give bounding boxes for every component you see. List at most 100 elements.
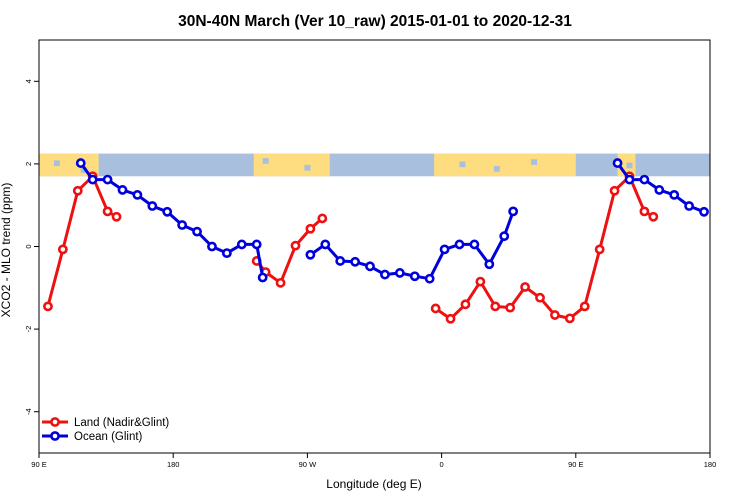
- data-point: [439, 244, 450, 255]
- chart-title: 30N-40N March (Ver 10_raw) 2015-01-01 to…: [178, 13, 572, 30]
- data-point: [75, 158, 86, 168]
- data-point: [102, 206, 113, 217]
- coast-notch: [262, 158, 269, 164]
- data-point: [550, 310, 560, 320]
- data-point: [445, 313, 456, 324]
- y-tick-label: 2: [24, 162, 33, 166]
- series-layer: [43, 158, 709, 324]
- x-tick-label: 90 E: [31, 460, 46, 469]
- data-point: [484, 259, 495, 270]
- data-point: [499, 231, 510, 242]
- data-point: [317, 213, 328, 224]
- data-point: [251, 239, 262, 250]
- data-point: [424, 273, 435, 284]
- coast-notch: [626, 162, 633, 169]
- legend-label: Ocean (Glint): [74, 431, 143, 443]
- data-point: [380, 269, 390, 280]
- data-point: [699, 206, 709, 217]
- coast-notch: [493, 166, 500, 172]
- coast-notch: [80, 167, 87, 173]
- series-line: [434, 174, 655, 321]
- data-point: [684, 201, 695, 211]
- legend: Land (Nadir&Glint) Ocean (Glint): [42, 417, 169, 443]
- data-point: [72, 185, 83, 196]
- data-point: [335, 256, 346, 266]
- data-point: [430, 303, 441, 314]
- y-tick-label: 4: [24, 79, 33, 83]
- data-point: [117, 185, 128, 195]
- data-point: [162, 206, 173, 217]
- data-point: [535, 292, 545, 303]
- data-point: [475, 276, 486, 287]
- legend-label: Land (Nadir&Glint): [74, 417, 169, 429]
- data-point: [275, 277, 286, 288]
- data-point: [350, 256, 361, 267]
- data-point: [594, 244, 605, 255]
- data-point: [520, 282, 531, 292]
- coast-notch: [459, 161, 466, 168]
- data-point: [147, 201, 158, 211]
- x-axis-label: Longitude (deg E): [326, 477, 421, 491]
- data-point: [490, 301, 501, 312]
- data-point: [57, 244, 68, 255]
- series-ocean: [75, 158, 709, 284]
- x-tick-label: 90 W: [299, 460, 317, 469]
- data-point: [257, 272, 268, 283]
- data-point: [609, 185, 620, 196]
- x-tick-label: 180: [704, 460, 717, 469]
- data-point: [320, 239, 331, 250]
- data-point: [221, 248, 232, 259]
- axes: 90 E 180 90 W 0 90 E 180 -4 -2 0 2 4: [24, 79, 716, 469]
- data-point: [87, 174, 98, 185]
- land-ocean-strip: [39, 153, 710, 177]
- data-point: [394, 268, 405, 278]
- data-point: [639, 174, 650, 185]
- data-point: [564, 313, 575, 324]
- data-point: [365, 261, 375, 272]
- data-point: [624, 174, 635, 185]
- data-point: [669, 189, 680, 200]
- data-point: [469, 239, 480, 250]
- series-land: [43, 171, 659, 324]
- data-point: [409, 271, 420, 282]
- data-point: [236, 239, 247, 250]
- legend-marker: [50, 417, 60, 427]
- coast-notch: [304, 164, 311, 171]
- y-axis-label: XCO2 - MLO trend (ppm): [0, 183, 13, 318]
- coast-notch: [53, 160, 60, 167]
- x-tick-label: 0: [440, 460, 444, 469]
- data-point: [639, 206, 650, 217]
- y-tick-label: -4: [24, 408, 33, 415]
- land-patch: [253, 153, 330, 177]
- data-point: [654, 185, 665, 195]
- x-tick-label: 180: [167, 460, 180, 469]
- data-point: [43, 301, 53, 312]
- y-tick-label: -2: [24, 326, 33, 333]
- data-point: [305, 249, 316, 260]
- data-point: [579, 301, 590, 312]
- land-patch: [434, 153, 576, 177]
- coast-notch: [531, 159, 538, 165]
- ocean-band: [39, 153, 710, 177]
- data-point: [508, 206, 519, 217]
- data-point: [612, 158, 623, 168]
- y-tick-label: 0: [24, 244, 33, 248]
- data-point: [132, 189, 143, 200]
- legend-marker: [50, 431, 60, 441]
- series-line: [46, 174, 118, 307]
- data-point: [111, 211, 122, 222]
- data-point: [207, 241, 217, 252]
- x-tick-label: 90 E: [568, 460, 583, 469]
- data-point: [505, 302, 516, 313]
- data-point: [177, 220, 188, 230]
- data-point: [102, 174, 113, 185]
- data-point: [454, 239, 465, 250]
- data-point: [460, 299, 471, 310]
- plot-frame: [38, 39, 711, 454]
- data-point: [305, 223, 316, 234]
- data-point: [648, 211, 659, 222]
- series-line: [309, 210, 515, 281]
- data-point: [192, 226, 202, 237]
- data-point: [290, 240, 301, 251]
